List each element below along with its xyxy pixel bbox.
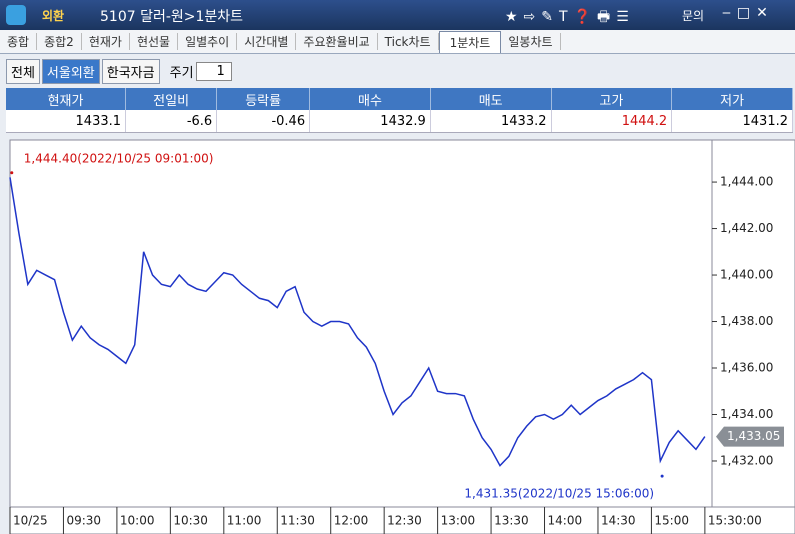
y-tick-label: 1,444.00	[720, 175, 773, 189]
filter-bar: 전체 서울외환 한국자금 주기 1	[0, 56, 795, 86]
tab[interactable]: 시간대별	[237, 33, 297, 50]
y-tick-label: 1,440.00	[720, 268, 773, 282]
title-bar: 외환 5107 달러-원>1분차트 ★⇨✎T❓🖶☰ 문의 ‒□✕	[0, 0, 795, 30]
filter-button[interactable]: 서울외환	[41, 58, 100, 84]
quote-header: 매도	[430, 88, 552, 110]
quote-header: 저가	[671, 88, 793, 110]
price-marker-label: 1,433.05	[727, 429, 780, 443]
x-tick-label: 13:30	[494, 514, 529, 528]
price-line	[9, 177, 706, 467]
quote-value: 1433.1	[6, 110, 127, 133]
annotation-point	[660, 474, 664, 478]
quote-header: 매수	[309, 88, 431, 110]
x-tick-label: 09:30	[66, 514, 101, 528]
quote-header: 등락률	[216, 88, 311, 110]
chart: 1,432.00 1,434.00 1,436.00 1,438.00 1,440.00…	[9, 139, 795, 534]
window-controls[interactable]: ‒□✕	[722, 5, 774, 21]
period-label: 주기	[169, 65, 194, 81]
window-title: 5107 달러-원>1분차트	[100, 9, 244, 25]
annotation-point	[10, 171, 14, 175]
x-tick-label: 15:30:00	[708, 514, 762, 528]
period-input[interactable]: 1	[195, 61, 232, 81]
help[interactable]: 문의	[682, 9, 705, 23]
x-tick-label: 10:00	[120, 514, 155, 528]
x-tick-label: 11:00	[227, 514, 262, 528]
tab[interactable]: Tick차트	[378, 33, 439, 50]
toolbar-icons[interactable]: ★⇨✎T❓🖶☰	[505, 9, 635, 25]
y-tick-label: 1,438.00	[720, 314, 773, 328]
price-marker	[716, 426, 784, 447]
tab[interactable]: 1분차트	[438, 30, 502, 53]
x-tick-label: 12:30	[387, 514, 422, 528]
tab[interactable]: 주요환율비교	[296, 33, 378, 50]
x-tick-label: 15:00	[654, 514, 689, 528]
quote-value: 1432.9	[309, 110, 431, 133]
x-tick-label: 11:30	[280, 514, 315, 528]
tab[interactable]: 일별추이	[178, 33, 238, 50]
y-tick-label: 1,434.00	[720, 407, 773, 421]
quote-value: 1433.2	[430, 110, 552, 133]
x-tick-label: 10:30	[173, 514, 208, 528]
x-tick-label: 13:00	[441, 514, 476, 528]
annotation: 1,444.40(2022/10/25 09:01:00)	[24, 151, 214, 165]
quote-table: 현재가 전일비 등락률 매수 매도 고가 저가 1433.1 -6.6 -0.46 1432.9 14…	[6, 88, 793, 133]
annotation: 1,431.35(2022/10/25 15:06:00)	[464, 487, 654, 501]
plot-area	[9, 139, 713, 508]
x-tick-label: 10/25	[13, 514, 48, 528]
tab[interactable]: 종합2	[37, 33, 82, 50]
tab[interactable]: 종합	[0, 33, 38, 50]
logo	[6, 5, 26, 25]
y-tick-label: 1,442.00	[720, 221, 773, 235]
quote-value: -0.46	[216, 110, 311, 133]
quote-header: 고가	[551, 88, 673, 110]
section: 외환	[42, 9, 65, 23]
quote-header: 전일비	[125, 88, 218, 110]
filter-button[interactable]: 한국자금	[101, 58, 160, 84]
quote-value: -6.6	[125, 110, 218, 133]
quote-value: 1431.2	[671, 110, 793, 133]
tab[interactable]: 일봉차트	[501, 33, 561, 50]
quote-header: 현재가	[6, 88, 127, 110]
tab-bar: 종합 종합2 현재가 현선물 일별추이 시간대별 주요환율비교 Tick차트 1분차트 일봉차트	[0, 30, 795, 54]
x-tick-label: 14:30	[601, 514, 636, 528]
tab[interactable]: 현재가	[82, 33, 130, 50]
time-axis	[9, 506, 795, 534]
x-tick-label: 14:00	[548, 514, 583, 528]
tab[interactable]: 현선물	[130, 33, 179, 50]
x-tick-label: 12:00	[334, 514, 369, 528]
y-tick-label: 1,432.00	[720, 453, 773, 467]
quote-value: 1444.2	[551, 110, 673, 133]
y-tick-label: 1,436.00	[720, 361, 773, 375]
filter-button[interactable]: 전체	[6, 58, 40, 84]
